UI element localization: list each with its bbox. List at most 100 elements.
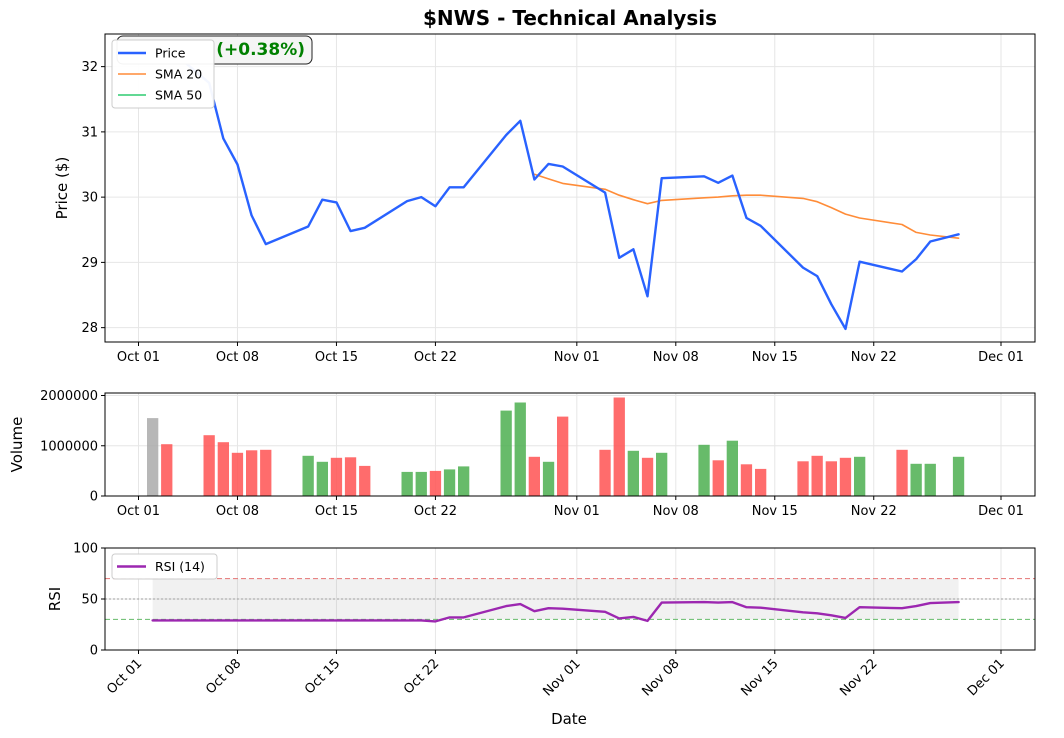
volume-bar (161, 444, 173, 496)
volume-bar (429, 470, 442, 496)
volume-bar (613, 397, 625, 496)
volume-bar (443, 469, 456, 496)
rsi-panel: 0 50 100 Oct 01 Oct 08 Oct 15 Oct 22 Nov 01 Nov … (46, 542, 1036, 699)
volume-bar (797, 461, 809, 496)
price-ytick-label: 32 (81, 60, 98, 75)
volume-bar (246, 450, 258, 496)
rsi-legend: RSI (14) (111, 553, 218, 580)
legend-label-rsi: RSI (14) (155, 559, 205, 574)
volume-bar (203, 435, 215, 496)
volume-bar (896, 449, 908, 496)
rsi-xtick-label: Nov 01 (540, 656, 583, 699)
rsi-legend-box (111, 553, 218, 580)
rsi-xtick-label: Oct 15 (302, 656, 343, 697)
volume-bar (458, 466, 470, 496)
volume-bar (302, 455, 314, 496)
volume-bar (260, 449, 272, 496)
volume-bar (316, 461, 328, 496)
legend-label-sma-50: SMA 50 (155, 88, 202, 103)
price-ytick-label: 31 (81, 125, 98, 140)
price-frame (104, 33, 1036, 343)
rsi-xtick-label: Nov 08 (639, 656, 682, 699)
volume-xtick-label: Oct 15 (315, 504, 358, 519)
price-ytick-label: 28 (81, 321, 98, 336)
volume-xtick-label: Oct 01 (117, 504, 160, 519)
series-line-price (151, 45, 960, 331)
series-line-sma-20 (533, 173, 960, 239)
volume-bar (839, 457, 852, 496)
price-xtick-label: Dec 01 (978, 350, 1024, 365)
volume-ytick-label: 1000000 (40, 439, 98, 454)
rsi-ytick-label: 50 (81, 593, 98, 608)
rsi-xtick-label: Oct 08 (203, 656, 244, 697)
volume-y-axis-label: Volume (8, 417, 26, 473)
volume-ytick-label: 0 (90, 490, 98, 505)
price-ytick-label: 29 (81, 256, 98, 271)
rsi-xtick-label: Nov 22 (837, 656, 880, 699)
legend-label-sma-20: SMA 20 (155, 67, 202, 82)
price-legend: Price SMA 20 SMA 50 (111, 39, 215, 109)
rsi-xtick-label: Oct 01 (104, 656, 145, 697)
price-xtick-label: Oct 22 (414, 350, 457, 365)
rsi-y-axis-label: RSI (46, 587, 64, 611)
price-xtick-label: Nov 15 (752, 350, 798, 365)
volume-bar (415, 471, 427, 496)
volume-bar (656, 452, 668, 496)
volume-bar (755, 468, 767, 496)
volume-bar (599, 449, 611, 496)
volume-bar (330, 457, 343, 496)
price-xtick-label: Nov 08 (653, 350, 699, 365)
volume-bar (500, 410, 512, 496)
x-axis-label: Date (551, 710, 587, 728)
legend-label-price: Price (155, 46, 186, 61)
volume-xtick-label: Oct 22 (414, 504, 457, 519)
volume-bar (740, 464, 753, 496)
price-legend-box (111, 39, 215, 109)
volume-bar (344, 457, 357, 496)
price-xtick-label: Nov 22 (851, 350, 897, 365)
volume-bar (627, 450, 639, 496)
price-badge-text: (+0.38%) (216, 40, 305, 60)
price-ytick-label: 30 (81, 191, 98, 206)
series-line-rsi (151, 600, 960, 623)
volume-xtick-label: Oct 08 (216, 504, 259, 519)
volume-bar (854, 456, 866, 496)
volume-xtick-label: Nov 22 (851, 504, 897, 519)
volume-bar (924, 463, 936, 496)
volume-bar (514, 402, 526, 496)
volume-bar (910, 463, 922, 496)
volume-frame (104, 392, 1036, 497)
price-y-axis-label: Price ($) (53, 157, 71, 220)
price-xtick-label: Nov 01 (554, 350, 600, 365)
volume-xtick-label: Nov 01 (554, 504, 600, 519)
volume-bar (147, 418, 159, 496)
rsi-xtick-label: Dec 01 (965, 656, 1008, 699)
rsi-xtick-label: Oct 22 (401, 656, 442, 697)
volume-bar (825, 461, 837, 496)
volume-bar (698, 444, 710, 496)
price-xtick-label: Oct 15 (315, 350, 358, 365)
volume-xtick-label: Nov 15 (752, 504, 798, 519)
volume-bar (712, 460, 724, 496)
volume-ytick-label: 2000000 (40, 389, 98, 404)
volume-bar (542, 461, 555, 496)
rsi-ytick-label: 100 (73, 542, 98, 557)
rsi-xtick-label: Nov 15 (738, 656, 781, 699)
volume-xtick-label: Nov 08 (653, 504, 699, 519)
volume-bar (557, 416, 569, 496)
volume-bar (952, 456, 965, 496)
volume-bar (641, 457, 654, 496)
volume-bar (401, 471, 413, 496)
volume-xtick-label: Dec 01 (978, 504, 1024, 519)
rsi-ytick-label: 0 (90, 644, 98, 659)
volume-bar (811, 455, 823, 496)
volume-bar (359, 465, 371, 496)
volume-panel: 0 1000000 2000000 Oct 01 Oct 08 Oct 15 Oct 22 N… (8, 389, 1036, 519)
volume-bar (726, 440, 738, 496)
volume-bar (528, 456, 540, 496)
price-xtick-label: Oct 08 (216, 350, 259, 365)
price-panel: 28 29 30 31 32 Oct 01 Oct 08 Oct 15 Oct 22 Nov 01… (53, 33, 1036, 365)
chart-title: $NWS - Technical Analysis (423, 6, 717, 30)
